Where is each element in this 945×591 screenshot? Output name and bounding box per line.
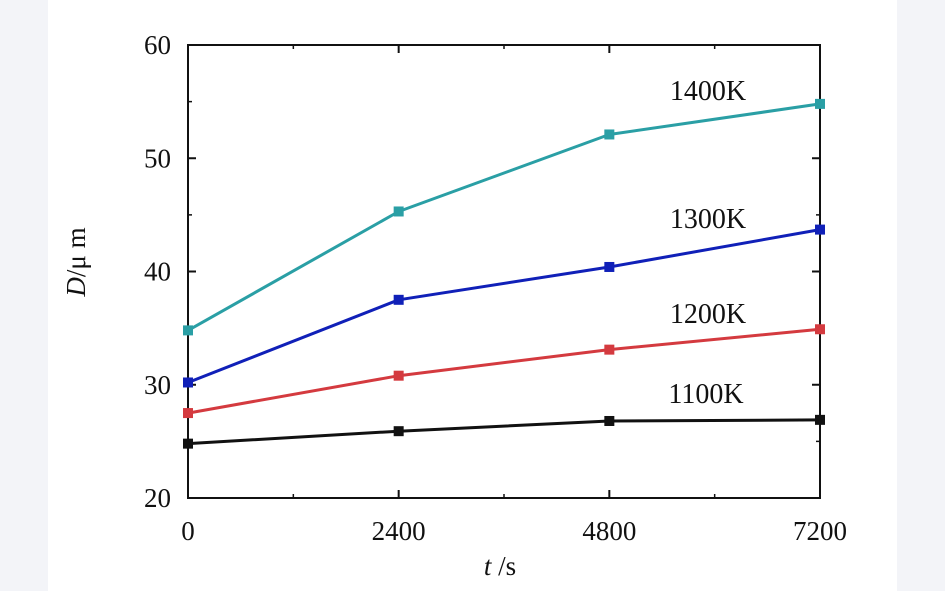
series-label-1100K: 1100K — [668, 379, 743, 410]
y-tick-label: 30 — [144, 370, 171, 400]
series-marker-1100K — [604, 415, 615, 426]
x-axis-label: t /s — [484, 551, 516, 581]
series-marker-1200K — [815, 324, 825, 335]
series-labels: 1400K 1300K 1200K 1100K — [668, 76, 746, 410]
series-layer — [183, 98, 825, 449]
series-line-1200K — [187, 327, 821, 415]
series-marker-1300K — [815, 224, 825, 235]
y-tick-label: 20 — [144, 483, 171, 513]
series-line-1300K — [187, 228, 821, 384]
y-tick-label: 60 — [144, 30, 171, 60]
series-label-1400K: 1400K — [670, 76, 746, 107]
y-axis-ticks: 20 30 40 50 60 — [144, 30, 820, 513]
series-marker-1400K — [604, 129, 615, 140]
series-marker-1200K — [183, 408, 193, 419]
series-marker-1400K — [183, 325, 193, 336]
y-tick-label: 40 — [144, 257, 171, 287]
series-marker-1300K — [604, 261, 615, 272]
right-margin-strip — [897, 0, 945, 591]
series-label-1300K: 1300K — [670, 204, 746, 235]
x-axis-ticks: 0 2400 4800 7200 — [181, 45, 847, 546]
x-tick-label: 2400 — [372, 516, 426, 546]
x-tick-label: 0 — [181, 516, 195, 546]
series-marker-1300K — [183, 377, 193, 388]
x-tick-label: 7200 — [793, 516, 847, 546]
left-margin-strip — [0, 0, 48, 591]
series-marker-1300K — [393, 294, 404, 305]
series-marker-1200K — [604, 344, 615, 355]
series-label-1200K: 1200K — [670, 299, 746, 330]
series-marker-1100K — [393, 426, 404, 437]
series-marker-1400K — [393, 206, 404, 217]
series-marker-1400K — [815, 98, 825, 109]
series-marker-1100K — [183, 438, 193, 449]
series-line-1400K — [187, 102, 821, 332]
series-line-1100K — [187, 418, 821, 446]
plot-frame — [187, 44, 821, 499]
series-marker-1100K — [815, 414, 825, 425]
y-axis-label: D/μ m — [61, 227, 91, 297]
y-tick-label: 50 — [144, 143, 171, 173]
series-marker-1200K — [393, 370, 404, 381]
x-tick-label: 4800 — [582, 516, 636, 546]
